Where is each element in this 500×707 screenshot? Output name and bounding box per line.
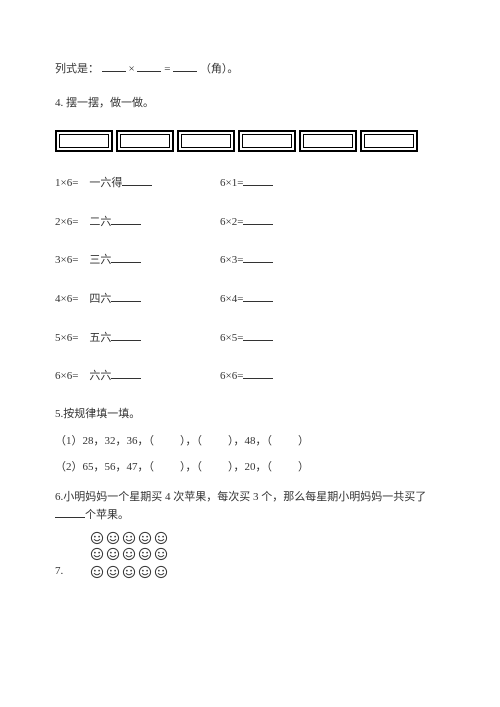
mult-left: 2×6= 二六	[55, 213, 220, 232]
rect-item	[116, 130, 174, 152]
smiley-icon	[138, 531, 152, 545]
mult-left: 6×6= 六六	[55, 367, 220, 386]
smiley-row-2	[90, 547, 445, 561]
mult-blank-left[interactable]	[111, 290, 141, 302]
mult-cn-phrase: 六六	[89, 370, 111, 382]
rect-item	[360, 130, 418, 152]
q5-line2-d: ）	[298, 461, 309, 473]
mult-blank-left[interactable]	[122, 174, 152, 186]
smiley-icon	[106, 531, 120, 545]
mult-blank-right[interactable]	[243, 367, 273, 379]
mult-right-expr: 6×6=	[220, 370, 243, 382]
rect-item	[238, 130, 296, 152]
q5-title: 5.按规律填一填。	[55, 406, 445, 424]
q7-line: 7.	[55, 563, 445, 581]
smiley-icon	[138, 565, 152, 579]
q6-text-b: 个苹果。	[85, 509, 129, 521]
mult-cn-phrase: 三六	[89, 254, 111, 266]
mult-right-expr: 6×5=	[220, 332, 243, 344]
mult-cn-phrase: 二六	[89, 216, 111, 228]
mult-blank-right[interactable]	[243, 213, 273, 225]
mult-left: 3×6= 三六	[55, 251, 220, 270]
smiley-icon	[106, 547, 120, 561]
mult-right: 6×2=	[220, 213, 273, 232]
mult-row: 2×6= 二六6×2=	[55, 213, 445, 232]
q3-prefix: 列式是：	[55, 63, 99, 75]
mult-right: 6×5=	[220, 329, 273, 348]
mult-right: 6×3=	[220, 251, 273, 270]
mult-right: 6×4=	[220, 290, 273, 309]
q5-line1-d: ）	[298, 435, 309, 447]
mult-right: 6×6=	[220, 367, 273, 386]
mult-left: 1×6= 一六得	[55, 174, 220, 193]
smiley-icon	[122, 547, 136, 561]
q3-suffix: （角）。	[200, 63, 239, 75]
mult-right-expr: 6×3=	[220, 254, 243, 266]
mult-row: 6×6= 六六6×6=	[55, 367, 445, 386]
mult-blank-right[interactable]	[243, 251, 273, 263]
mult-left: 4×6= 四六	[55, 290, 220, 309]
mult-blank-right[interactable]	[243, 174, 273, 186]
mult-right-expr: 6×1=	[220, 177, 243, 189]
mult-cn-phrase: 一六得	[89, 177, 122, 189]
q5-line1-c: ），48，（	[228, 435, 272, 447]
mult-blank-left[interactable]	[111, 367, 141, 379]
mult-row: 1×6= 一六得6×1=	[55, 174, 445, 193]
q4-title: 4. 摆一摆，做一做。	[55, 95, 445, 113]
mult-blank-right[interactable]	[243, 329, 273, 341]
smiley-icon	[154, 531, 168, 545]
smiley-icon	[154, 565, 168, 579]
smiley-icon	[122, 531, 136, 545]
q5-line2-c: ），20，（	[228, 461, 272, 473]
mult-left-expr: 5×6=	[55, 332, 89, 344]
smiley-icon	[90, 547, 104, 561]
q6-blank[interactable]	[55, 506, 85, 518]
smiley-icon	[90, 565, 104, 579]
mult-right-expr: 6×4=	[220, 293, 243, 305]
mult-blank-left[interactable]	[111, 329, 141, 341]
mult-left-expr: 4×6=	[55, 293, 89, 305]
q6-text-a: 6.小明妈妈一个星期买 4 次苹果，每次买 3 个，那么每星期小明妈妈一共买了	[55, 491, 426, 503]
q3-mult: ×	[129, 63, 135, 75]
q6-line: 6.小明妈妈一个星期买 4 次苹果，每次买 3 个，那么每星期小明妈妈一共买了 …	[55, 489, 445, 525]
rectangles-row	[55, 130, 445, 152]
mult-left-expr: 3×6=	[55, 254, 89, 266]
mult-right-expr: 6×2=	[220, 216, 243, 228]
smiley-row-1	[90, 531, 445, 545]
q5-line1: （1）28，32，36，（ ），（ ），48，（ ）	[55, 433, 445, 451]
mult-blank-left[interactable]	[111, 213, 141, 225]
smiley-icon	[138, 547, 152, 561]
q5-line1-b: ），（	[180, 435, 202, 447]
mult-cn-phrase: 五六	[89, 332, 111, 344]
rect-item	[299, 130, 357, 152]
q5-line2-a: （2）65，56，47，（	[55, 461, 154, 473]
mult-left-expr: 1×6=	[55, 177, 89, 189]
smiley-icon	[90, 531, 104, 545]
smiley-icon	[154, 547, 168, 561]
q3-blank-2[interactable]	[137, 60, 161, 72]
mult-right: 6×1=	[220, 174, 273, 193]
mult-left: 5×6= 五六	[55, 329, 220, 348]
q3-line: 列式是： × = （角）。	[55, 60, 445, 79]
q3-eq: =	[164, 63, 170, 75]
mult-cn-phrase: 四六	[89, 293, 111, 305]
mult-left-expr: 2×6=	[55, 216, 89, 228]
mult-left-expr: 6×6=	[55, 370, 89, 382]
q7-label: 7.	[55, 563, 90, 581]
rect-item	[55, 130, 113, 152]
q5-line2-b: ），（	[180, 461, 202, 473]
smiley-row-3	[90, 565, 168, 579]
mult-row: 3×6= 三六6×3=	[55, 251, 445, 270]
q3-blank-1[interactable]	[102, 60, 126, 72]
rect-item	[177, 130, 235, 152]
mult-blank-right[interactable]	[243, 290, 273, 302]
smiley-icon	[106, 565, 120, 579]
mult-row: 5×6= 五六6×5=	[55, 329, 445, 348]
mult-blank-left[interactable]	[111, 251, 141, 263]
q5-line1-a: （1）28，32，36，（	[55, 435, 154, 447]
q5-line2: （2）65，56，47，（ ），（ ），20，（ ）	[55, 459, 445, 477]
q3-blank-3[interactable]	[173, 60, 197, 72]
mult-row: 4×6= 四六6×4=	[55, 290, 445, 309]
smiley-icon	[122, 565, 136, 579]
